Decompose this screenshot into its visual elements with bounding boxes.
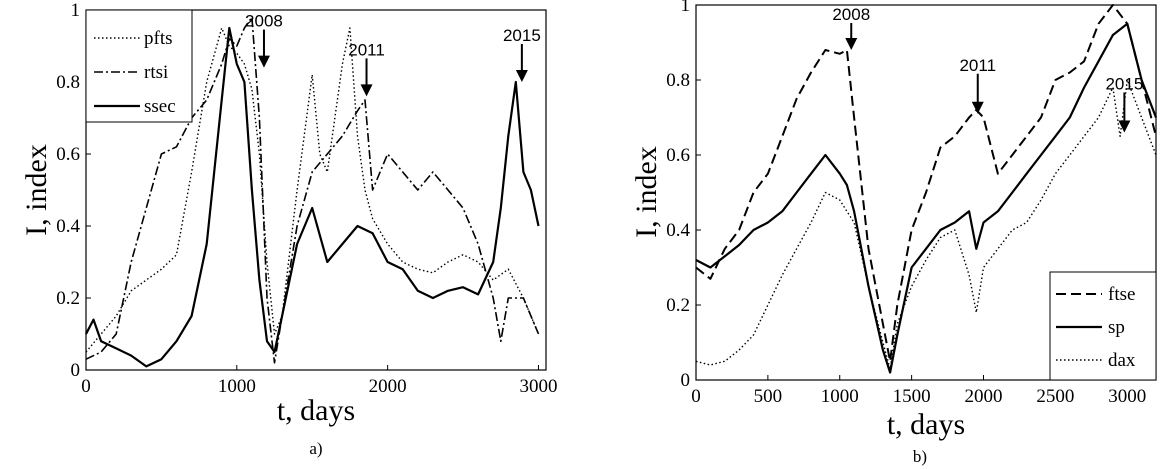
annotation-arrow-head: [257, 55, 270, 68]
x-tick-label: 3000: [1108, 386, 1146, 407]
y-tick-label: 0.6: [666, 145, 690, 166]
annotation-arrow-head: [971, 101, 984, 114]
y-tick-label: 0.8: [666, 70, 690, 91]
y-tick-label: 0.2: [666, 295, 690, 316]
x-tick-label: 1000: [218, 376, 256, 397]
x-tick-label: 2000: [965, 386, 1003, 407]
panel-b-series: [695, 4, 1158, 374]
x-tick-label: 500: [754, 386, 783, 407]
series-ssec-line: [85, 26, 540, 368]
panel-a-annotations: 2008 2011 2015: [245, 12, 541, 97]
x-tick-label: 2500: [1036, 386, 1074, 407]
legend-pfts-label: pfts: [144, 28, 173, 49]
y-tick-label: 0.6: [56, 144, 80, 165]
annotation-label: 2008: [832, 5, 870, 24]
series-ftse-line: [695, 4, 1157, 363]
x-tick-label: 3000: [519, 376, 557, 397]
x-tick-label: 2000: [369, 376, 407, 397]
y-tick-label: 0.4: [56, 216, 80, 237]
legend-ftse-label: ftse: [1108, 284, 1135, 305]
panel-b-legend: ftse sp dax: [1049, 271, 1157, 381]
legend-dax-label: dax: [1108, 350, 1136, 371]
panel-b-label: b): [913, 447, 927, 466]
annotation-arrow-head: [1118, 120, 1131, 133]
panel-a-frame: [85, 9, 547, 371]
panel-b: 0 500 1000 1500 2000 2500 3000 0 0.2 0.4 0.6 0.8 1 2…: [630, 0, 1158, 466]
panel-a-label: a): [309, 439, 322, 458]
panel-b-xlabel: t, days: [887, 408, 965, 441]
y-tick-label: 0: [681, 370, 691, 391]
panel-a-ylabel: I, index: [20, 144, 53, 236]
y-tick-label: 1: [71, 0, 81, 21]
series-rtsi-line: [85, 16, 540, 364]
y-tick-label: 0.8: [56, 72, 80, 93]
annotation-label: 2015: [503, 26, 541, 45]
series-pfts-line: [85, 27, 540, 353]
panel-a-legend-box: [85, 9, 193, 123]
panel-a-xlabel: t, days: [277, 394, 355, 427]
x-tick-label: 0: [691, 386, 701, 407]
legend-sp-label: sp: [1108, 317, 1125, 338]
annotation-arrow-head: [515, 70, 528, 82]
panel-b-ticks: 0 500 1000 1500 2000 2500 3000 0 0.2 0.4 0.6 0.8 1: [666, 0, 1146, 407]
y-tick-label: 0.4: [666, 220, 690, 241]
y-tick-label: 0: [71, 360, 81, 381]
y-tick-label: 0.2: [56, 288, 80, 309]
legend-ssec-label: ssec: [144, 96, 176, 117]
x-tick-label: 0: [81, 376, 91, 397]
x-tick-label: 1000: [821, 386, 859, 407]
series-sp-line: [695, 22, 1158, 374]
panel-b-ylabel: I, index: [630, 146, 663, 238]
annotation-arrow-head: [845, 38, 858, 50]
y-tick-label: 1: [681, 0, 691, 16]
panel-a-legend: pfts rtsi ssec: [85, 9, 193, 123]
panel-a-series: [85, 16, 540, 368]
annotation-label: 2015: [1105, 75, 1143, 94]
annotation-label: 2011: [348, 40, 385, 59]
annotation-label: 2008: [245, 12, 283, 31]
panel-b-frame: [695, 4, 1157, 381]
legend-rtsi-label: rtsi: [144, 62, 168, 83]
annotation-label: 2011: [959, 56, 996, 75]
panel-a: 0 1000 2000 3000 0 0.2 0.4 0.6 0.8 1 2008 2011 2015…: [20, 0, 557, 458]
panel-b-annotations: 2008 2011 2015: [832, 5, 1143, 133]
annotation-arrow-head: [360, 84, 373, 97]
x-tick-label: 1500: [893, 386, 931, 407]
